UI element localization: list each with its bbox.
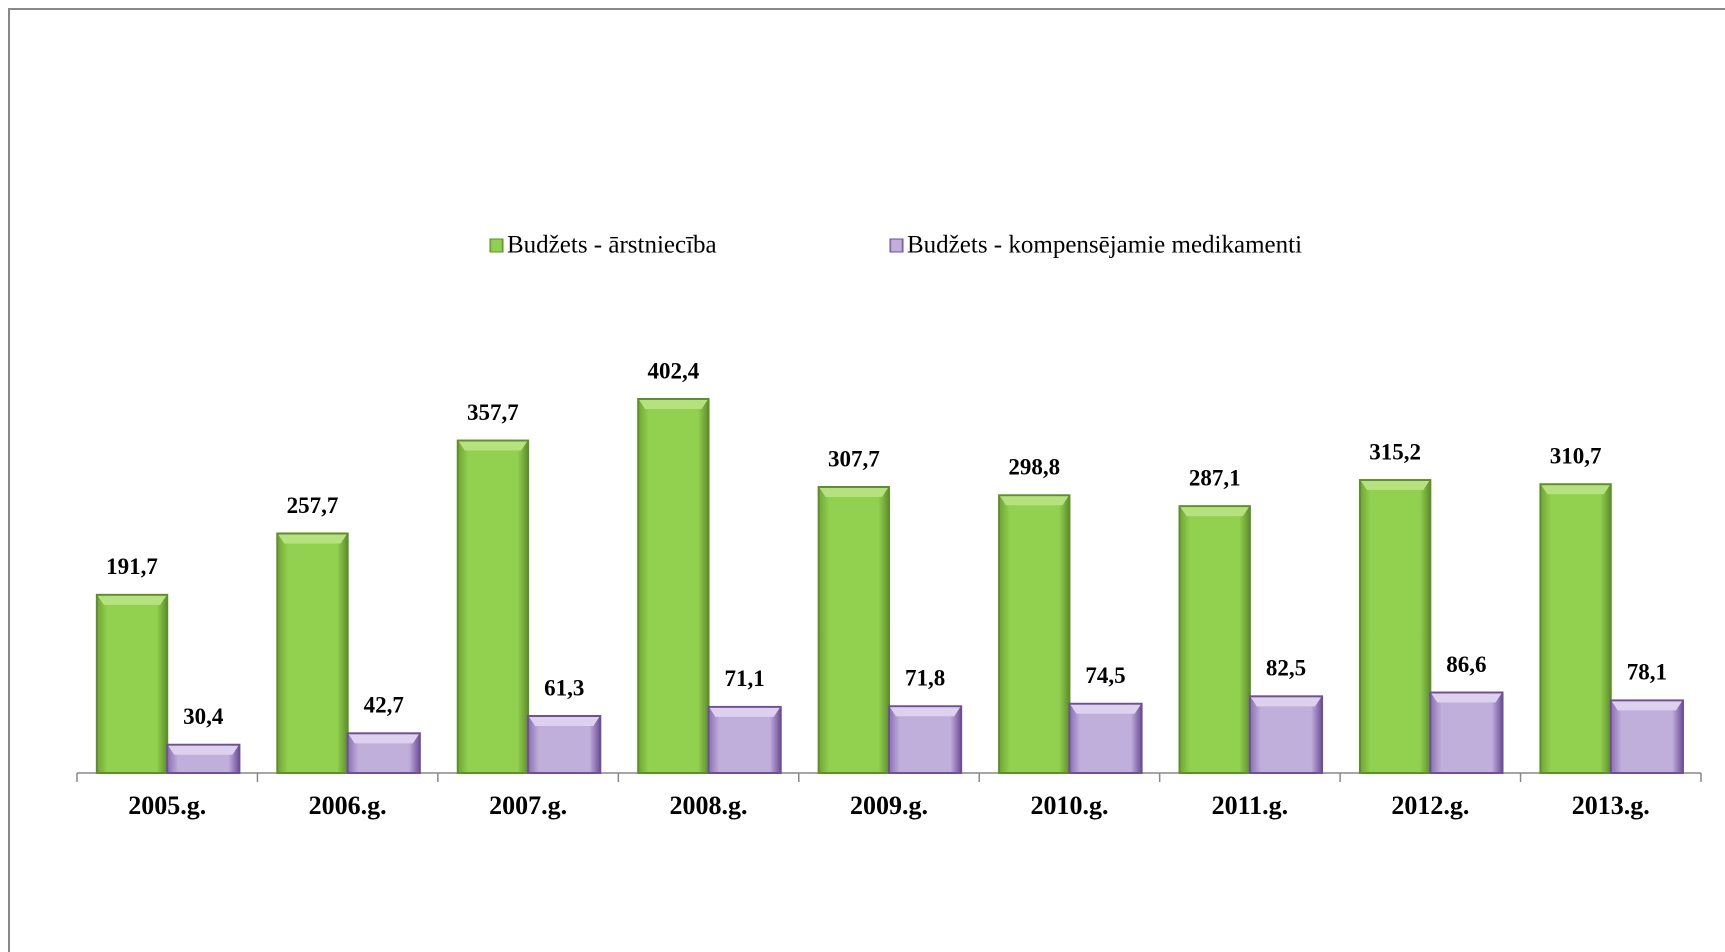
bar: [1539, 483, 1612, 774]
bar-bevel: [1431, 693, 1502, 703]
bar: [998, 494, 1071, 774]
bar: [1609, 699, 1684, 775]
data-label: 78,1: [1627, 660, 1667, 685]
data-label: 61,3: [544, 675, 584, 700]
bar: [456, 439, 530, 774]
bar-bevel: [529, 717, 600, 727]
x-tick-label: 2013.g.: [1572, 791, 1650, 820]
bar-bevel: [348, 734, 419, 744]
legend-swatch: [889, 238, 904, 253]
x-tick-label: 2009.g.: [850, 791, 928, 820]
bar-bevel: [97, 595, 167, 605]
bar: [1068, 702, 1143, 774]
x-tick-label: 2007.g.: [489, 791, 567, 820]
bar: [888, 705, 963, 774]
x-tick-label: 2010.g.: [1030, 791, 1108, 820]
bar-bevel: [1360, 481, 1430, 491]
data-label: 257,7: [287, 493, 339, 518]
bar-bevel: [709, 707, 780, 717]
data-label: 307,7: [828, 446, 880, 471]
bar: [1429, 691, 1504, 774]
bar: [1358, 479, 1432, 774]
legend-label: Budžets - ārstniecība: [507, 232, 717, 259]
x-tick-label: 2012.g.: [1391, 791, 1469, 820]
data-label: 402,4: [647, 358, 699, 383]
bar: [817, 486, 890, 774]
x-tick-label: 2005.g.: [128, 791, 206, 820]
bar: [1178, 505, 1251, 774]
frame: [8, 8, 1725, 952]
data-label: 42,7: [364, 693, 404, 718]
bar-bevel: [890, 707, 961, 717]
bar-bevel: [278, 534, 347, 544]
data-label: 86,6: [1446, 652, 1486, 677]
data-label: 82,5: [1266, 656, 1306, 681]
bar-bevel: [458, 441, 528, 451]
data-label: 310,7: [1550, 444, 1602, 469]
x-tick-label: 2011.g.: [1212, 791, 1289, 820]
data-label: 71,1: [725, 666, 765, 691]
data-label: 71,8: [905, 666, 945, 691]
bar: [95, 593, 169, 774]
bar-bevel: [1000, 496, 1069, 506]
x-tick-label: 2006.g.: [309, 791, 387, 820]
x-tick-label: 2008.g.: [670, 791, 748, 820]
data-label: 30,4: [183, 704, 224, 729]
data-label: 191,7: [106, 554, 158, 579]
data-label: 357,7: [467, 400, 519, 425]
bar: [637, 398, 710, 774]
bar-bevel: [1180, 507, 1249, 517]
bar-bevel: [639, 400, 708, 409]
bar-bevel: [168, 745, 239, 755]
bar-bevel: [1611, 701, 1682, 711]
data-label: 74,5: [1085, 663, 1125, 688]
legend-swatch: [489, 238, 504, 253]
bar: [276, 532, 349, 774]
bar-bevel: [819, 488, 888, 498]
data-label: 315,2: [1369, 439, 1421, 464]
bar: [1248, 695, 1324, 775]
bar-bevel: [1250, 697, 1322, 707]
bar: [707, 705, 782, 774]
legend-label: Budžets - kompensējamie medikamenti: [907, 232, 1302, 259]
bar-bevel: [1070, 704, 1141, 714]
bar-bevel: [1541, 485, 1610, 495]
data-label: 287,1: [1189, 465, 1241, 490]
data-label: 298,8: [1008, 455, 1060, 480]
